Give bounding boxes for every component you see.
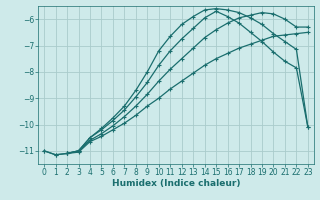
X-axis label: Humidex (Indice chaleur): Humidex (Indice chaleur) (112, 179, 240, 188)
